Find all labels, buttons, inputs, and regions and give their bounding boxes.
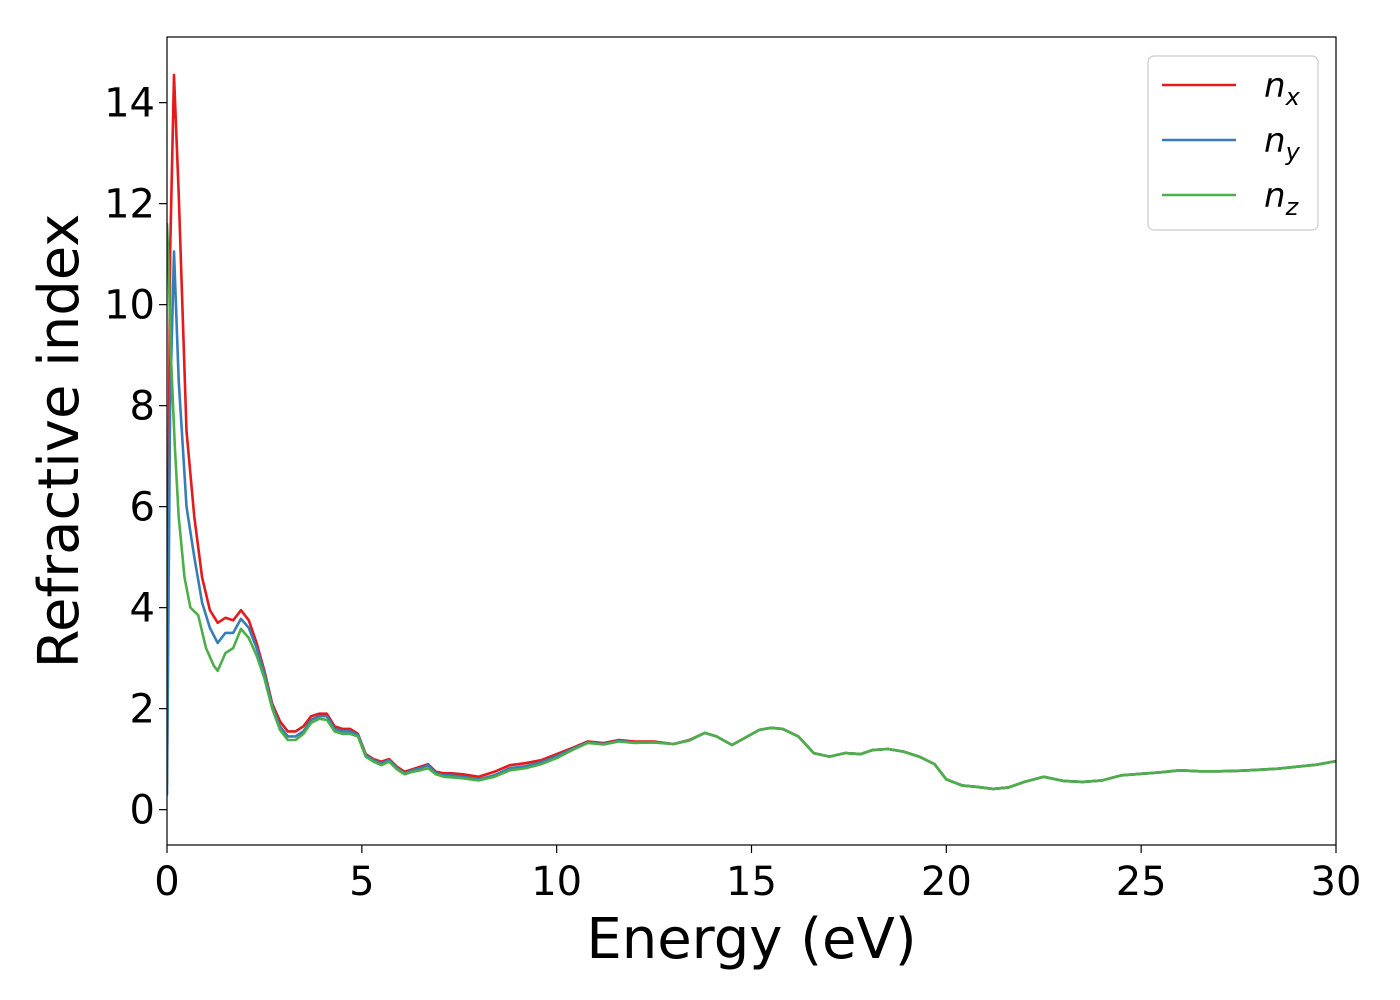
y-tick-label: 12 bbox=[104, 182, 155, 228]
y-tick-label: 6 bbox=[130, 485, 155, 531]
x-tick-label: 25 bbox=[1116, 859, 1167, 905]
x-tick-label: 0 bbox=[154, 859, 179, 905]
x-tick-label: 10 bbox=[531, 859, 582, 905]
x-tick-label: 5 bbox=[349, 859, 374, 905]
y-tick-label: 8 bbox=[130, 384, 155, 430]
series-line-y bbox=[167, 250, 1336, 796]
x-axis-label: Energy (eV) bbox=[586, 907, 916, 972]
y-tick-label: 0 bbox=[130, 788, 155, 834]
y-tick-label: 4 bbox=[130, 586, 155, 632]
legend: nx ny nz bbox=[1147, 55, 1319, 231]
legend-label-y: ny bbox=[1264, 121, 1301, 166]
series-layer bbox=[167, 73, 1336, 796]
legend-box bbox=[1147, 55, 1319, 231]
legend-label-z: nz bbox=[1264, 176, 1300, 221]
legend-label-x: nx bbox=[1264, 66, 1301, 111]
x-tick-label: 15 bbox=[726, 859, 777, 905]
y-tick-label: 10 bbox=[104, 283, 155, 329]
y-axis-label: Refractive index bbox=[27, 214, 92, 669]
y-tick-label: 2 bbox=[130, 687, 155, 733]
y-tick-label: 14 bbox=[104, 81, 155, 127]
x-tick-label: 20 bbox=[921, 859, 972, 905]
y-axis-ticks: 0 2 4 6 8 10 12 14 bbox=[104, 81, 167, 834]
x-axis-ticks: 0 5 10 15 20 25 30 bbox=[154, 845, 1361, 905]
x-tick-label: 30 bbox=[1311, 859, 1362, 905]
series-line-z bbox=[167, 222, 1336, 791]
